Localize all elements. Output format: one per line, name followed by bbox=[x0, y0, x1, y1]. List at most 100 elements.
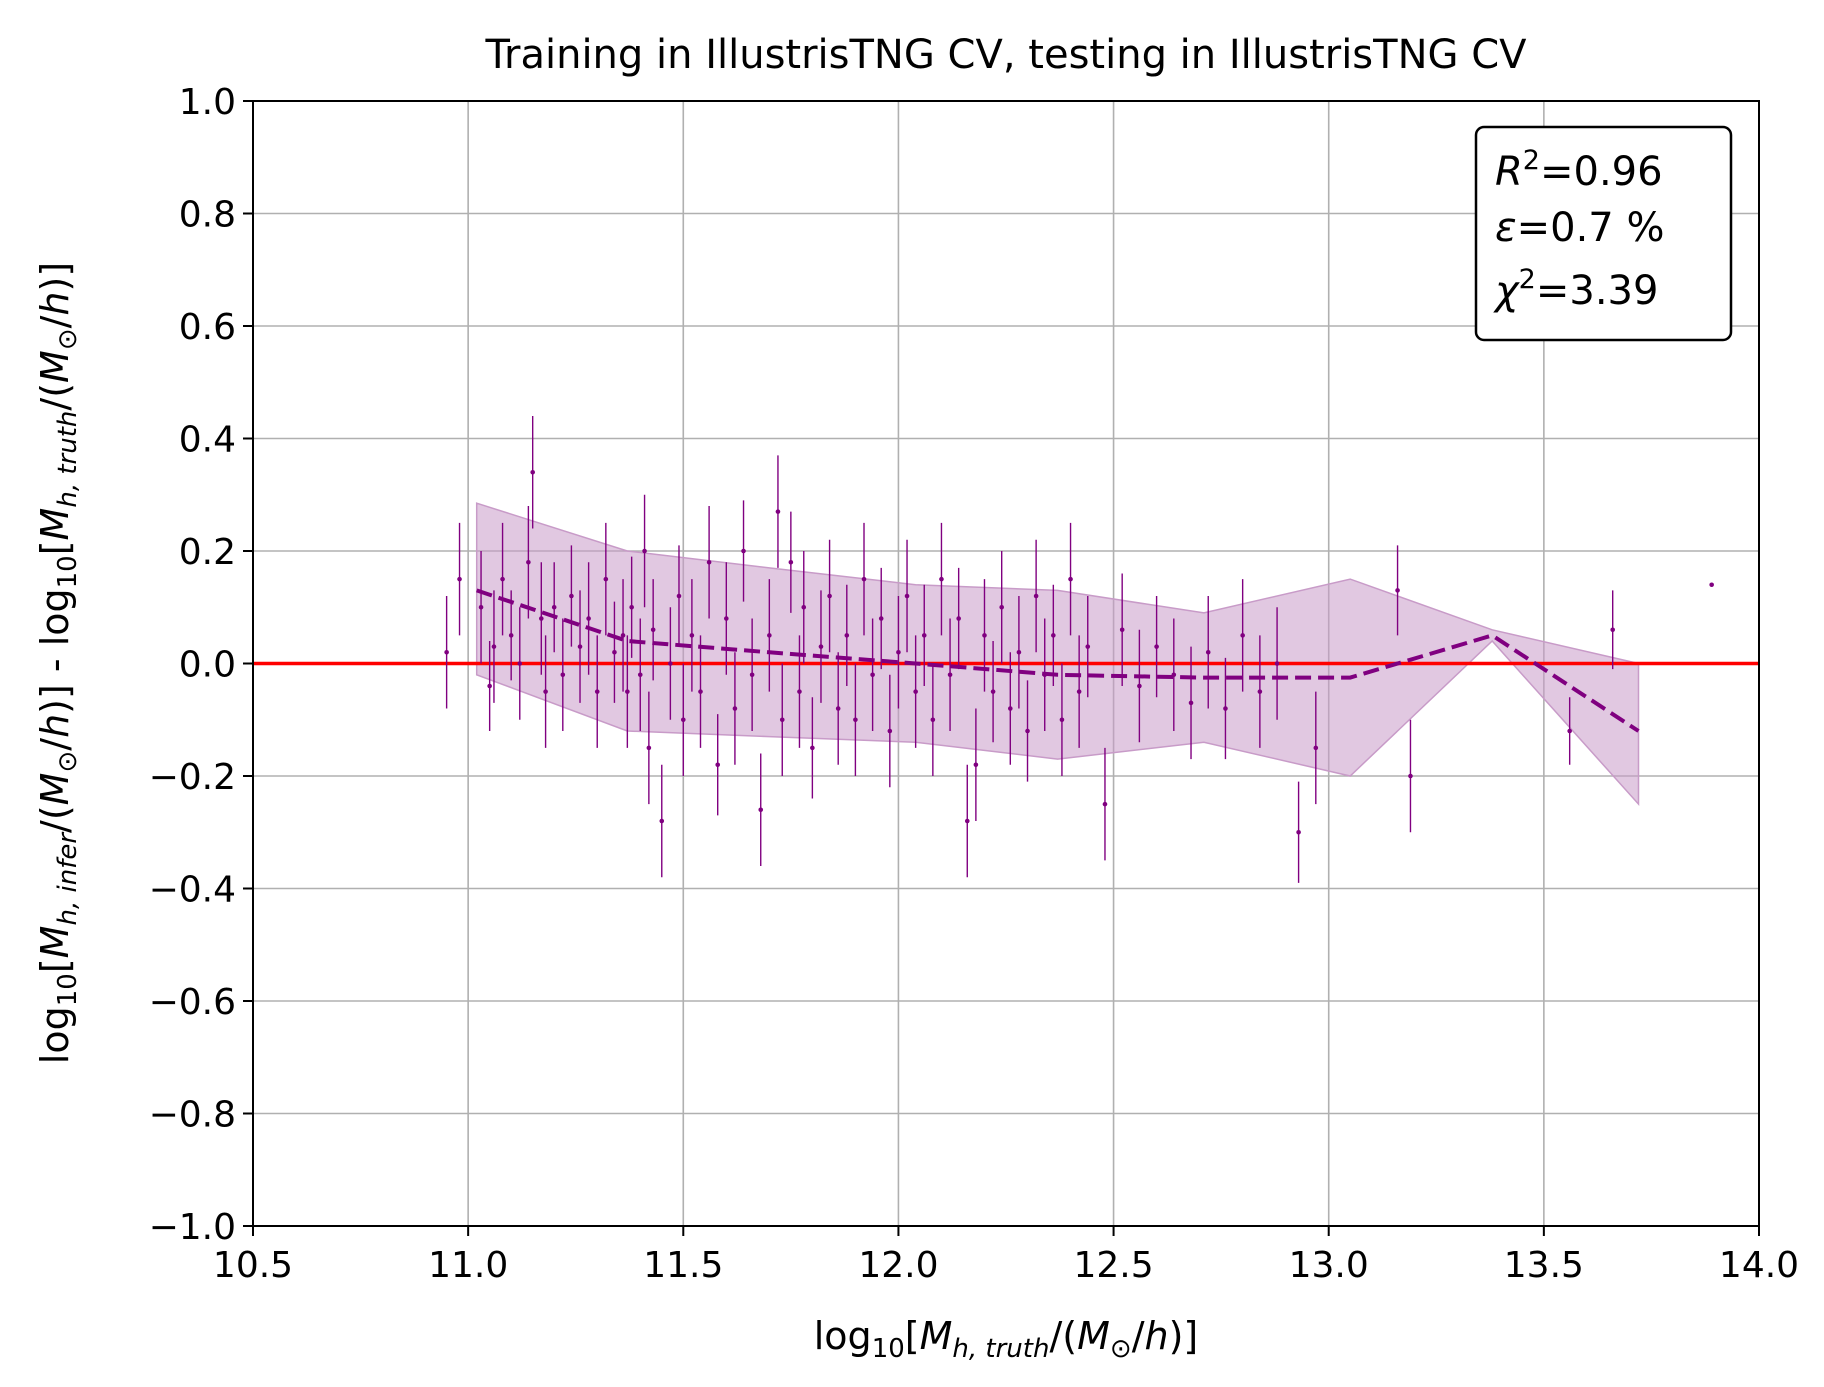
point-marker bbox=[844, 633, 850, 638]
data-point bbox=[749, 618, 755, 731]
data-point bbox=[990, 641, 996, 743]
data-point bbox=[921, 584, 927, 686]
point-marker bbox=[913, 689, 918, 694]
point-marker bbox=[478, 604, 484, 610]
point-marker bbox=[1709, 582, 1714, 588]
point-marker bbox=[1257, 689, 1263, 694]
point-marker bbox=[569, 593, 574, 599]
data-point bbox=[594, 635, 600, 748]
data-point bbox=[1240, 579, 1245, 692]
point-marker bbox=[612, 649, 617, 655]
point-marker bbox=[508, 633, 514, 638]
data-point bbox=[788, 511, 794, 613]
point-marker bbox=[538, 616, 544, 621]
data-point bbox=[779, 663, 785, 776]
point-marker bbox=[1395, 588, 1400, 593]
point-marker bbox=[1059, 717, 1065, 723]
point-marker bbox=[1188, 700, 1194, 706]
point-marker bbox=[1137, 683, 1142, 689]
point-marker bbox=[1076, 689, 1082, 694]
point-marker bbox=[1119, 627, 1125, 633]
point-marker bbox=[642, 548, 647, 554]
data-point bbox=[577, 590, 583, 703]
point-marker bbox=[779, 717, 785, 723]
point-marker bbox=[999, 604, 1004, 610]
data-point bbox=[732, 652, 738, 765]
point-marker bbox=[517, 661, 523, 666]
point-marker bbox=[939, 576, 944, 582]
point-marker bbox=[1154, 644, 1159, 649]
data-point bbox=[930, 663, 936, 776]
point-marker bbox=[741, 548, 746, 554]
x-tick-label: 11.5 bbox=[643, 1245, 723, 1286]
data-point bbox=[586, 562, 591, 675]
point-marker bbox=[724, 616, 729, 621]
point-marker bbox=[749, 672, 755, 678]
data-point bbox=[947, 618, 953, 731]
data-point bbox=[1059, 663, 1065, 776]
point-marker bbox=[543, 689, 548, 694]
stats-box: R2=0.96 ε=0.7 % χ2=3.39 bbox=[1474, 125, 1733, 342]
y-tick-label: 0.8 bbox=[179, 195, 236, 236]
point-marker bbox=[1240, 633, 1245, 638]
point-marker bbox=[775, 509, 781, 514]
data-point bbox=[530, 416, 535, 529]
point-marker bbox=[956, 616, 961, 621]
std-band bbox=[475, 502, 1640, 807]
point-marker bbox=[973, 762, 979, 768]
data-point bbox=[801, 551, 807, 664]
data-point bbox=[1068, 522, 1073, 636]
point-marker bbox=[921, 633, 927, 638]
x-ticks: 10.5 11.0 11.5 12.0 12.5 13.0 13.5 14.0 bbox=[213, 1226, 1799, 1286]
data-point bbox=[861, 522, 867, 636]
point-marker bbox=[1274, 661, 1280, 666]
data-point bbox=[668, 607, 673, 720]
x-tick-label: 14.0 bbox=[1719, 1245, 1799, 1286]
x-tick-label: 13.0 bbox=[1289, 1245, 1369, 1286]
point-marker bbox=[887, 728, 893, 734]
data-point bbox=[659, 764, 665, 878]
point-marker bbox=[560, 672, 566, 678]
point-marker bbox=[853, 717, 858, 723]
data-point bbox=[810, 697, 815, 799]
point-marker bbox=[1610, 627, 1616, 633]
data-point bbox=[620, 579, 626, 692]
y-tick-label: −0.8 bbox=[149, 1095, 236, 1136]
point-marker bbox=[964, 818, 970, 824]
x-tick-label: 11.0 bbox=[428, 1245, 508, 1286]
data-point bbox=[767, 579, 772, 692]
data-point bbox=[676, 545, 682, 647]
data-point bbox=[689, 579, 695, 692]
data-point bbox=[1709, 582, 1714, 588]
chart-title: Training in IllustrisTNG CV, testing in … bbox=[484, 32, 1527, 78]
data-point bbox=[1408, 719, 1413, 833]
data-point bbox=[1223, 657, 1228, 760]
data-point bbox=[1205, 596, 1211, 709]
point-marker bbox=[491, 644, 497, 649]
data-point bbox=[478, 551, 484, 664]
data-point bbox=[835, 652, 841, 765]
point-marker bbox=[1008, 706, 1013, 711]
point-marker bbox=[878, 616, 884, 621]
data-point bbox=[680, 663, 686, 776]
data-point bbox=[887, 674, 893, 788]
data-point bbox=[1033, 539, 1039, 653]
data-point bbox=[844, 584, 850, 686]
point-marker bbox=[444, 649, 449, 655]
point-marker bbox=[706, 559, 712, 565]
point-marker bbox=[650, 627, 656, 633]
point-marker bbox=[827, 593, 832, 599]
data-point bbox=[827, 539, 832, 653]
std-band-layer bbox=[475, 502, 1640, 807]
y-tick-label: 0.4 bbox=[179, 420, 236, 461]
x-tick-label: 13.5 bbox=[1504, 1245, 1584, 1286]
point-marker bbox=[947, 672, 953, 678]
data-point bbox=[741, 500, 746, 602]
data-point bbox=[457, 522, 462, 636]
data-point bbox=[526, 506, 531, 619]
data-point bbox=[870, 618, 875, 731]
stats-r2: R2=0.96 bbox=[1495, 145, 1663, 195]
data-point bbox=[603, 522, 609, 636]
point-marker bbox=[698, 689, 703, 694]
